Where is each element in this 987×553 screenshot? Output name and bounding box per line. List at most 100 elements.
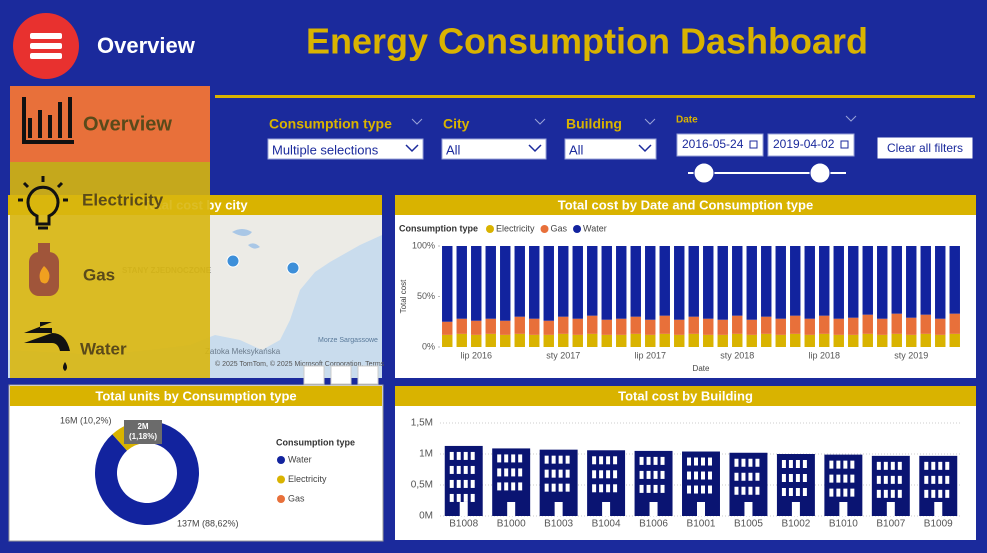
building-window <box>802 488 807 496</box>
nav-icon <box>18 176 68 202</box>
visual-toolbar-button[interactable] <box>330 365 352 385</box>
building-window <box>558 483 563 492</box>
bar-segment <box>862 333 873 347</box>
building-window <box>788 488 793 496</box>
clear-button[interactable] <box>876 136 974 160</box>
building-window <box>565 469 570 478</box>
filter-chevron <box>411 118 423 125</box>
dropdown-value: All <box>569 142 584 157</box>
building-window <box>836 488 841 497</box>
bar-segment <box>529 318 540 335</box>
building-window <box>599 470 604 479</box>
building-window <box>646 484 651 493</box>
slider-handle[interactable] <box>809 162 831 184</box>
bar-segment <box>891 313 902 334</box>
legend-label: Gas <box>551 223 568 233</box>
nav-item-active[interactable] <box>10 86 210 162</box>
bar-segment <box>862 246 873 315</box>
bar-segment <box>572 246 583 319</box>
building-window <box>897 461 902 470</box>
bar-segment <box>616 334 627 347</box>
bar-segment <box>674 246 685 320</box>
bar-segment <box>659 315 670 334</box>
building-window <box>653 484 658 493</box>
dropdown-chevron <box>638 144 652 153</box>
filter-label: City <box>443 116 470 132</box>
bar-segment <box>746 246 757 320</box>
building-window <box>795 474 800 482</box>
data-label: 137M (88,62%) <box>177 518 239 528</box>
menu-icon-bar <box>30 43 62 49</box>
building-window <box>497 454 502 463</box>
calendar-icon <box>840 140 849 149</box>
bar-segment <box>877 246 888 319</box>
bar-segment <box>616 318 627 335</box>
bar-segment <box>877 334 888 347</box>
bar-segment <box>587 246 598 316</box>
building-window <box>945 475 950 484</box>
building-window <box>639 484 644 493</box>
map-point <box>286 261 300 275</box>
nav-icon <box>63 362 67 371</box>
bar-segment <box>688 246 699 317</box>
x-tick-label: lip 2017 <box>634 350 666 360</box>
dropdown[interactable] <box>441 138 547 160</box>
bar-segment <box>717 334 728 347</box>
building-window <box>829 488 834 497</box>
date-input[interactable] <box>676 133 764 157</box>
bar-segment <box>775 246 786 319</box>
x-tick-label: sty 2018 <box>720 350 754 360</box>
building-window <box>843 460 848 469</box>
bar-segment <box>558 316 569 334</box>
bar-segment <box>703 334 714 347</box>
building-window <box>687 471 692 480</box>
legend-marker <box>277 495 285 503</box>
building-window <box>701 485 705 494</box>
legend-label: Gas <box>288 493 305 503</box>
building-window <box>463 451 468 460</box>
building-window <box>836 460 841 469</box>
x-tick-label: B1005 <box>734 519 763 530</box>
bar-segment <box>819 246 830 316</box>
building-window <box>945 489 950 498</box>
building-window <box>883 461 888 470</box>
bar-segment <box>949 246 960 314</box>
building-window <box>504 468 509 477</box>
bar-segment <box>485 333 496 347</box>
date-input[interactable] <box>767 133 855 157</box>
bar-segment <box>543 246 554 321</box>
building-window <box>883 489 888 498</box>
dropdown[interactable] <box>564 138 657 160</box>
bar-segment <box>601 334 612 347</box>
bar-segment <box>500 334 511 347</box>
building-window <box>897 489 902 498</box>
dropdown[interactable] <box>267 138 424 160</box>
bar-segment <box>514 316 525 334</box>
x-tick-label: B1008 <box>449 519 478 530</box>
building-window <box>781 460 786 468</box>
building-window <box>836 474 841 483</box>
bar-segment <box>558 246 569 317</box>
x-tick-label: B1006 <box>639 519 668 530</box>
bar-segment <box>587 333 598 347</box>
bar-segment <box>804 246 815 319</box>
building-window <box>613 456 618 465</box>
visual-toolbar-button[interactable] <box>357 365 379 385</box>
building-window <box>660 470 665 479</box>
building-window <box>694 485 698 494</box>
building-window <box>883 475 888 484</box>
bar-segment <box>833 334 844 347</box>
building-window <box>755 472 760 481</box>
y-tick-label: 50% <box>417 291 435 301</box>
building-window <box>551 483 556 492</box>
bar-segment <box>645 246 656 320</box>
building-window <box>734 472 739 481</box>
visual-toolbar-button[interactable] <box>303 365 325 385</box>
slider-handle[interactable] <box>693 162 715 184</box>
building-window <box>802 474 807 482</box>
building-window <box>788 460 793 468</box>
bar-segment <box>659 246 670 316</box>
building-window <box>449 493 454 502</box>
nav-icon <box>24 322 70 351</box>
bar-segment <box>471 246 482 321</box>
